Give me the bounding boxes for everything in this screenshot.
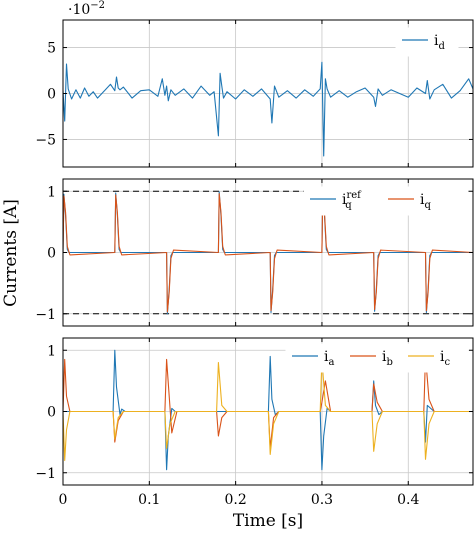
legend-label: ia xyxy=(324,349,334,368)
y-tick-label: 0 xyxy=(47,405,56,421)
y-tick-label: −1 xyxy=(35,466,56,482)
y-axis-label: Currents [A] xyxy=(1,199,21,307)
series-line-id xyxy=(63,61,473,157)
x-tick-label: 0.4 xyxy=(397,492,419,508)
y-tick-label: −1 xyxy=(35,307,56,323)
legend-box xyxy=(303,186,469,216)
panel-2: 1 0 −1 iref q iq Currents [A] xyxy=(1,178,474,327)
legend-label: iref q xyxy=(342,190,362,211)
y-tick-label: 1 xyxy=(47,184,56,200)
y-tick-label: −5 xyxy=(35,132,56,148)
legend: ia ib ic xyxy=(285,343,469,373)
panel-1: 5 0 −5 ·10−2 id xyxy=(35,0,474,168)
x-tick-label: 0.2 xyxy=(224,492,246,508)
legend-box xyxy=(395,27,459,57)
x-tick-label: 0.1 xyxy=(138,492,160,508)
y-tick-label: 5 xyxy=(47,41,56,57)
series-line-iq xyxy=(63,192,473,313)
legend: id xyxy=(395,27,459,57)
x-axis-label: Time [s] xyxy=(233,511,303,531)
series-line-ic xyxy=(63,358,473,462)
legend: iref q iq xyxy=(303,186,469,216)
y-tick-label: 0 xyxy=(47,246,56,262)
x-tick-label: 0 xyxy=(59,492,68,508)
legend-label: id xyxy=(434,33,445,52)
y-tick-label: 1 xyxy=(47,343,56,359)
legend-label: iq xyxy=(420,192,431,211)
y-tick-label: 0 xyxy=(47,87,56,103)
legend-label: ic xyxy=(440,349,450,368)
legend-label: ib xyxy=(382,349,393,368)
y-scale-label: ·10−2 xyxy=(68,0,105,18)
legend-box xyxy=(285,343,469,373)
x-tick-label: 0.3 xyxy=(311,492,333,508)
